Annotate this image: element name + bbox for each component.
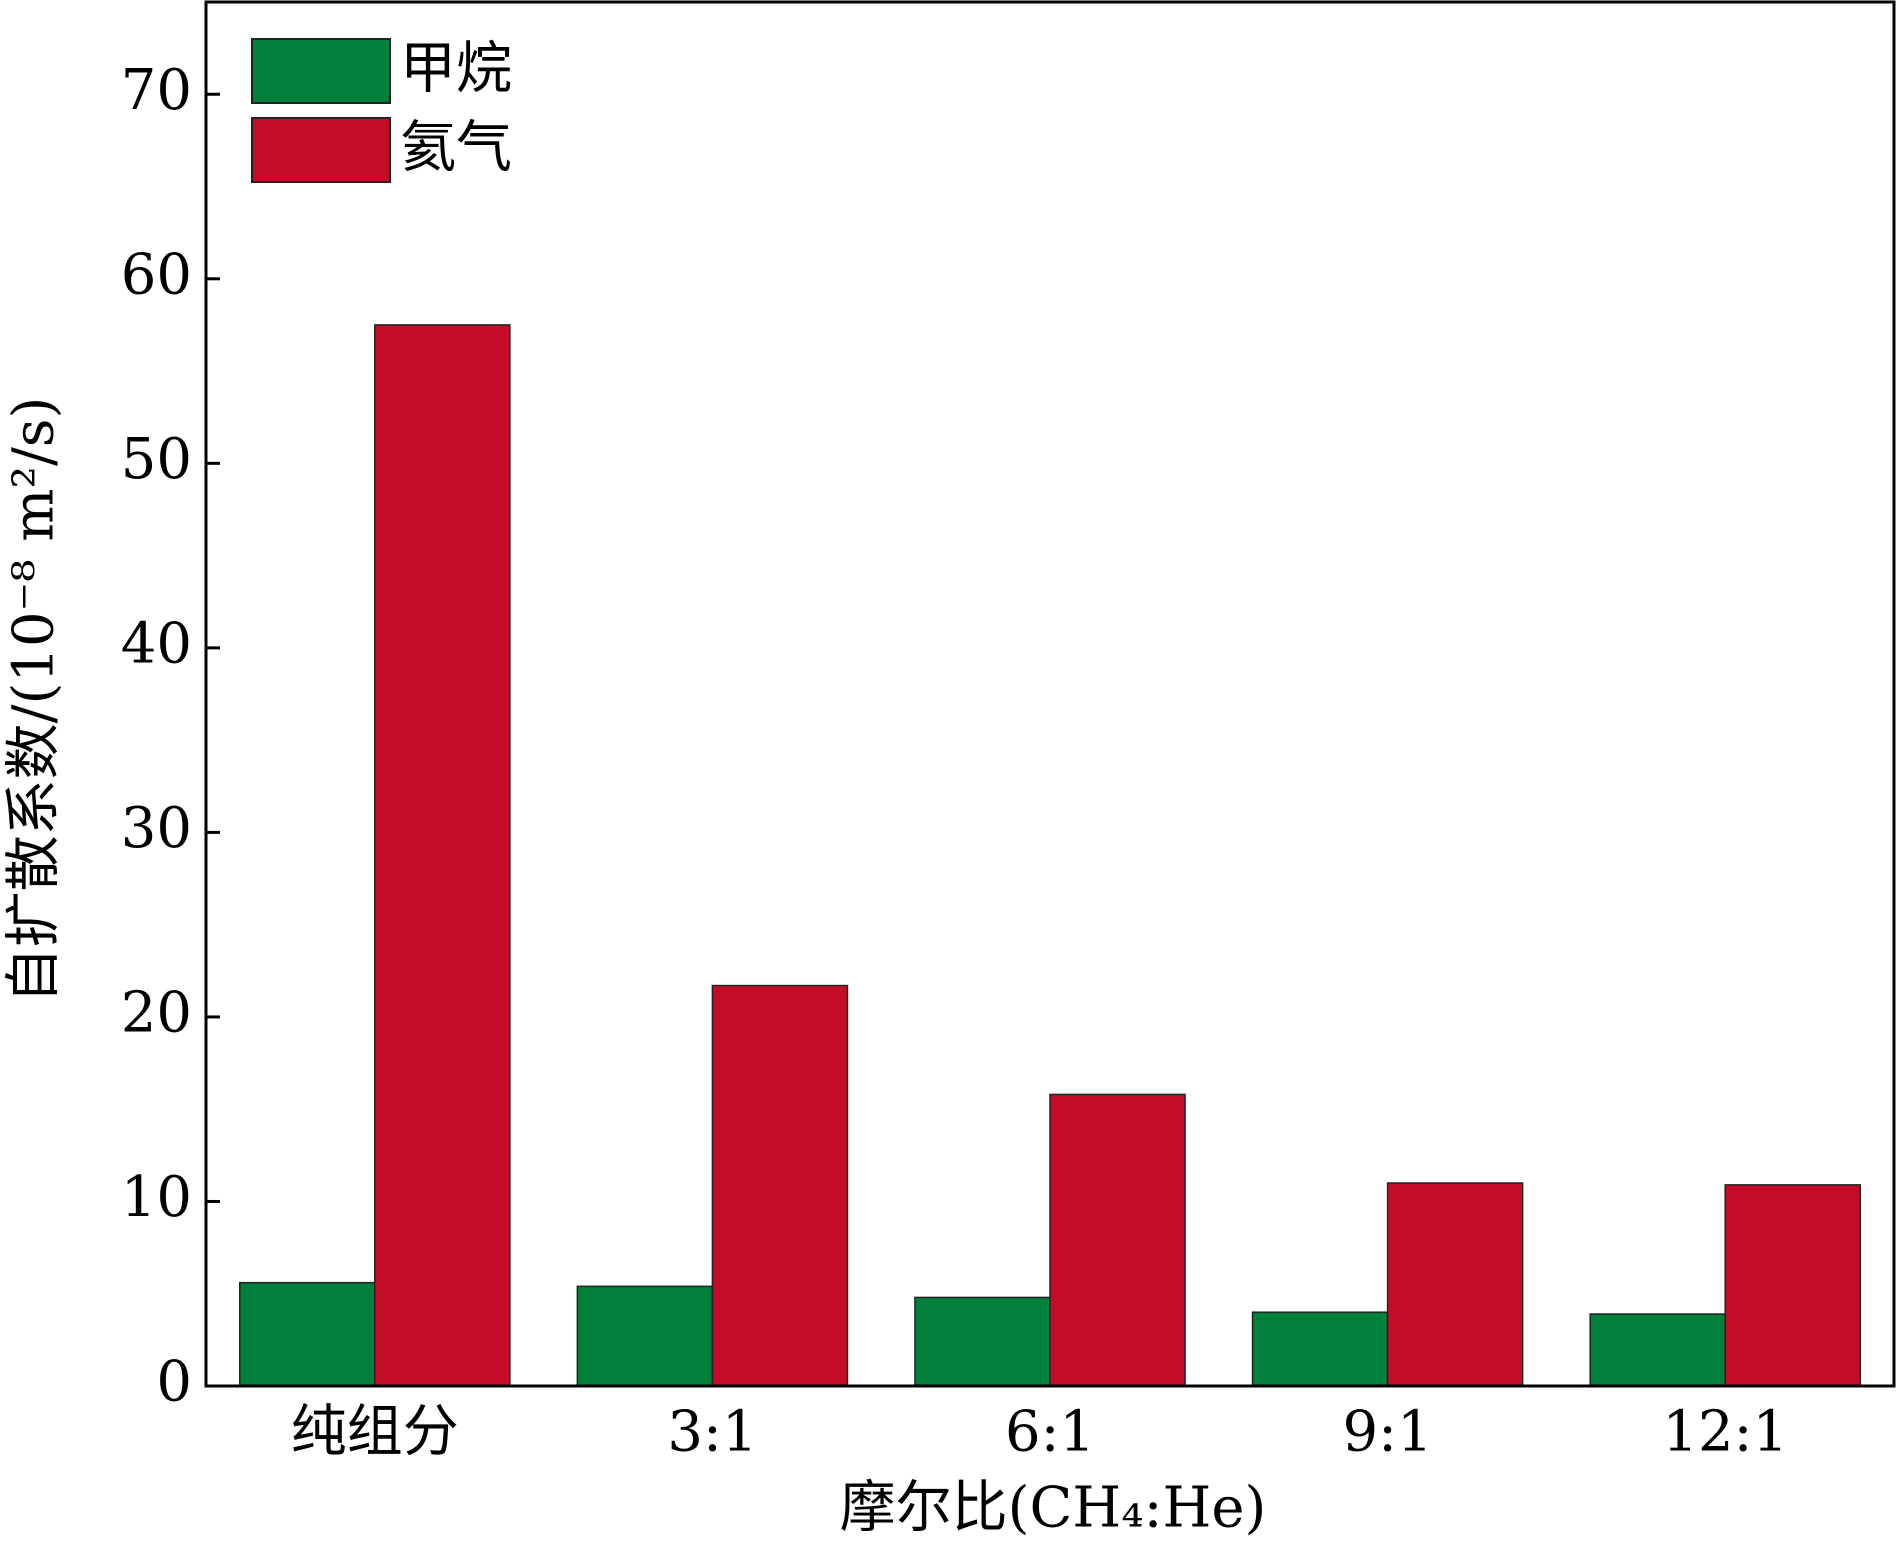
bar xyxy=(711,984,849,1387)
bar xyxy=(1386,1182,1524,1387)
y-tick-label: 30 xyxy=(121,796,192,861)
plot-frame xyxy=(204,0,1896,1388)
bar xyxy=(1251,1311,1389,1387)
bar xyxy=(374,324,511,1387)
y-tick-label: 70 xyxy=(121,58,192,123)
bar xyxy=(239,1281,376,1387)
bar xyxy=(1049,1093,1186,1387)
legend-swatch xyxy=(251,38,391,104)
bar xyxy=(914,1296,1051,1387)
legend-label: 甲烷 xyxy=(400,37,512,102)
y-tick-label: 50 xyxy=(121,427,192,492)
legend-label: 氦气 xyxy=(400,116,512,181)
y-axis-label: 自扩散系数/(10⁻⁸ m²/s) xyxy=(2,397,67,1004)
y-tick-label: 60 xyxy=(121,242,192,307)
x-tick-label: 6:1 xyxy=(1005,1400,1095,1465)
x-tick-label: 3:1 xyxy=(667,1400,757,1465)
x-tick-label: 纯组分 xyxy=(291,1400,459,1465)
bar xyxy=(1589,1313,1726,1387)
y-tick-label: 20 xyxy=(121,980,192,1045)
x-axis-label: 摩尔比(CH₄:He) xyxy=(840,1476,1267,1541)
bar xyxy=(576,1285,714,1387)
y-tick-label: 0 xyxy=(156,1350,192,1415)
x-tick-label: 9:1 xyxy=(1343,1400,1433,1465)
x-tick-label: 12:1 xyxy=(1662,1400,1788,1465)
y-tick-label: 10 xyxy=(121,1165,192,1230)
legend-swatch xyxy=(251,117,391,183)
y-tick-label: 40 xyxy=(121,611,192,676)
bar xyxy=(1724,1184,1861,1387)
